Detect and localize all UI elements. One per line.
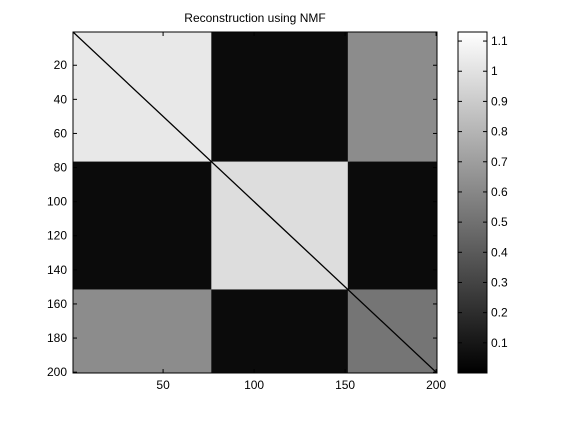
colorbar-tick-label: 0.4 bbox=[491, 245, 508, 259]
colorbar-gradient bbox=[458, 32, 487, 373]
diagonal-line bbox=[73, 32, 437, 373]
colorbar-tick-label: 0.2 bbox=[491, 306, 508, 320]
colorbar-tick-label: 1.1 bbox=[491, 34, 508, 48]
y-tick-label: 120 bbox=[47, 229, 67, 243]
plot-frame bbox=[72, 31, 438, 374]
colorbar-tick-label: 0.1 bbox=[491, 336, 508, 350]
y-tick-label: 60 bbox=[54, 126, 68, 140]
colorbar-tick-label: 0.5 bbox=[491, 215, 508, 229]
y-tick-label: 20 bbox=[54, 58, 68, 72]
colorbar-ticks: 0.1 0.2 0.3 0.4 0.5 0.6 0.7 0.8 0.9 1 1.1 bbox=[458, 34, 508, 350]
y-tick-label: 160 bbox=[47, 297, 67, 311]
chart-title: Reconstruction using NMF bbox=[184, 11, 325, 25]
heatmap-block-2-3 bbox=[347, 161, 437, 292]
y-tick-label: 80 bbox=[54, 161, 68, 175]
colorbar-tick-label: 0.6 bbox=[491, 185, 508, 199]
y-tick-label: 180 bbox=[47, 331, 67, 345]
y-tick-label: 200 bbox=[47, 365, 67, 379]
heatmap-block-2-1 bbox=[73, 161, 214, 292]
x-tick-label: 200 bbox=[426, 378, 446, 392]
heatmap-block-1-3 bbox=[347, 32, 437, 164]
x-tick-label: 150 bbox=[335, 378, 355, 392]
colorbar-tick-label: 0.9 bbox=[491, 94, 508, 108]
colorbar-frame bbox=[457, 31, 488, 374]
colorbar: 0.1 0.2 0.3 0.4 0.5 0.6 0.7 0.8 0.9 1 1.1 bbox=[457, 31, 508, 374]
y-axis: 20 40 60 80 100 120 140 160 180 200 bbox=[47, 58, 437, 379]
heatmap-block-3-2 bbox=[211, 289, 350, 373]
x-tick-label: 100 bbox=[244, 378, 264, 392]
colorbar-tick-label: 1 bbox=[491, 64, 498, 78]
colorbar-tick-label: 0.8 bbox=[491, 125, 508, 139]
colorbar-tick-label: 0.7 bbox=[491, 155, 508, 169]
heatmap-block-1-2 bbox=[211, 32, 350, 164]
y-tick-label: 140 bbox=[47, 263, 67, 277]
x-axis: 50 100 150 200 bbox=[156, 32, 446, 392]
colorbar-tick-label: 0.3 bbox=[491, 275, 508, 289]
y-tick-label: 40 bbox=[54, 92, 68, 106]
heatmap-image bbox=[73, 32, 437, 373]
y-tick-label: 100 bbox=[47, 195, 67, 209]
heatmap-block-3-1 bbox=[73, 289, 214, 373]
x-tick-label: 50 bbox=[156, 378, 170, 392]
